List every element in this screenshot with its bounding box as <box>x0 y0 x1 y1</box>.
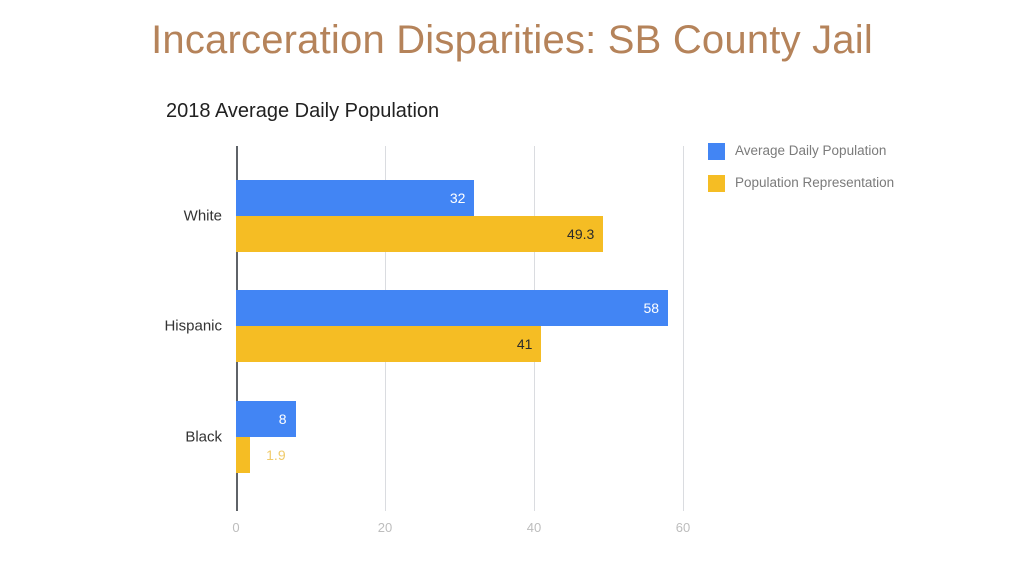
plot-area: 0 20 40 60 White 32 49.3 Hispanic 58 41 Black 8 1.9 <box>164 146 690 535</box>
bar-value-label: 41 <box>516 336 533 352</box>
x-tick-label: 20 <box>377 520 393 535</box>
category-label: Black <box>185 428 222 446</box>
bar-value-label: 49.3 <box>567 226 595 242</box>
bar-population-representation[interactable]: 49.3 <box>236 216 604 252</box>
bar-chart: 2018 Average Daily Population 0 20 40 60 Wh… <box>150 92 950 552</box>
bar-group: White 32 49.3 <box>184 180 683 252</box>
bar-group: Hispanic 58 41 <box>164 290 683 362</box>
x-tick-label: 0 <box>232 520 240 535</box>
bar-average-daily-population[interactable]: 8 <box>236 401 296 437</box>
bar-value-label: 1.9 <box>266 447 286 463</box>
x-tick-label: 40 <box>526 520 542 535</box>
bar-population-representation[interactable]: 1.9 <box>236 437 286 473</box>
x-tick-label: 60 <box>675 520 691 535</box>
legend-label: Average Daily Population <box>735 143 887 158</box>
bar-group: Black 8 1.9 <box>185 401 683 473</box>
legend-swatch-icon <box>708 175 725 192</box>
chart-legend: Average Daily Population Population Repre… <box>708 142 938 206</box>
category-label: White <box>183 207 222 225</box>
slide-title: Incarceration Disparities: SB County Jai… <box>151 18 873 62</box>
bar-population-representation[interactable]: 41 <box>236 326 542 362</box>
bar-value-label: 58 <box>643 300 660 316</box>
legend-item[interactable]: Average Daily Population <box>708 142 938 160</box>
bar-value-label: 32 <box>449 190 466 206</box>
category-label: Hispanic <box>164 317 222 335</box>
bar-value-label: 8 <box>278 411 287 427</box>
legend-swatch-icon <box>708 143 725 160</box>
bar-average-daily-population[interactable]: 32 <box>236 180 475 216</box>
chart-title: 2018 Average Daily Population <box>166 100 440 122</box>
legend-item[interactable]: Population Representation <box>708 174 938 192</box>
legend-label: Population Representation <box>735 175 895 190</box>
gridline-60 <box>683 146 684 511</box>
bar-average-daily-population[interactable]: 58 <box>236 290 669 326</box>
